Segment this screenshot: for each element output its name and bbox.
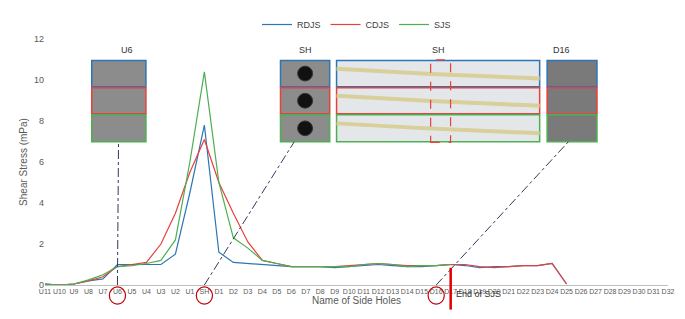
- svg-text:U4: U4: [142, 288, 151, 295]
- svg-text:2: 2: [39, 239, 44, 249]
- svg-text:U3: U3: [156, 288, 165, 295]
- svg-text:12: 12: [34, 34, 44, 44]
- svg-text:D15: D15: [415, 288, 428, 295]
- svg-text:D31: D31: [647, 288, 660, 295]
- svg-text:D7: D7: [301, 288, 310, 295]
- svg-text:U9: U9: [70, 288, 79, 295]
- svg-text:D10: D10: [343, 288, 356, 295]
- svg-text:D4: D4: [258, 288, 267, 295]
- svg-text:D12: D12: [372, 288, 385, 295]
- svg-text:D29: D29: [618, 288, 631, 295]
- svg-text:D23: D23: [531, 288, 544, 295]
- svg-text:D16: D16: [553, 45, 570, 55]
- svg-text:U7: U7: [98, 288, 107, 295]
- svg-text:D6: D6: [287, 288, 296, 295]
- svg-text:D19: D19: [473, 288, 486, 295]
- svg-text:D1: D1: [214, 288, 223, 295]
- svg-text:SH: SH: [299, 45, 312, 55]
- svg-text:D9: D9: [330, 288, 339, 295]
- svg-text:Name of Side Holes: Name of Side Holes: [312, 295, 401, 306]
- svg-text:4: 4: [39, 198, 44, 208]
- svg-text:CDJS: CDJS: [366, 20, 390, 30]
- svg-text:End of SJS: End of SJS: [456, 289, 501, 299]
- svg-text:U6: U6: [113, 288, 122, 295]
- svg-text:D13: D13: [386, 288, 399, 295]
- svg-text:RDJS: RDJS: [297, 20, 321, 30]
- svg-text:D18: D18: [459, 288, 472, 295]
- svg-text:10: 10: [34, 75, 44, 85]
- svg-text:D8: D8: [316, 288, 325, 295]
- svg-text:8: 8: [39, 116, 44, 126]
- svg-text:6: 6: [39, 157, 44, 167]
- svg-text:D17: D17: [444, 288, 457, 295]
- svg-text:D11: D11: [358, 288, 370, 295]
- svg-text:SH: SH: [432, 45, 445, 55]
- svg-text:SH: SH: [200, 288, 210, 295]
- svg-text:D16: D16: [430, 288, 443, 295]
- svg-text:D32: D32: [662, 288, 675, 295]
- svg-text:D25: D25: [560, 288, 573, 295]
- svg-text:D24: D24: [546, 288, 559, 295]
- svg-text:SJS: SJS: [434, 20, 451, 30]
- svg-text:D3: D3: [243, 288, 252, 295]
- svg-text:D21: D21: [502, 288, 515, 295]
- svg-text:U11: U11: [39, 288, 51, 295]
- svg-text:D28: D28: [604, 288, 617, 295]
- svg-text:U1: U1: [185, 288, 194, 295]
- svg-text:U10: U10: [53, 288, 66, 295]
- svg-text:D5: D5: [272, 288, 281, 295]
- svg-text:Shear Stress (mPa): Shear Stress (mPa): [18, 118, 29, 206]
- svg-text:0: 0: [39, 280, 44, 290]
- svg-text:U5: U5: [127, 288, 136, 295]
- svg-text:D20: D20: [488, 288, 501, 295]
- svg-text:U8: U8: [84, 288, 93, 295]
- svg-text:D2: D2: [229, 288, 238, 295]
- svg-text:D14: D14: [401, 288, 414, 295]
- svg-text:D30: D30: [633, 288, 646, 295]
- svg-text:D26: D26: [575, 288, 588, 295]
- svg-text:U6: U6: [121, 45, 133, 55]
- svg-text:D22: D22: [517, 288, 530, 295]
- svg-text:U2: U2: [171, 288, 180, 295]
- svg-text:D27: D27: [589, 288, 602, 295]
